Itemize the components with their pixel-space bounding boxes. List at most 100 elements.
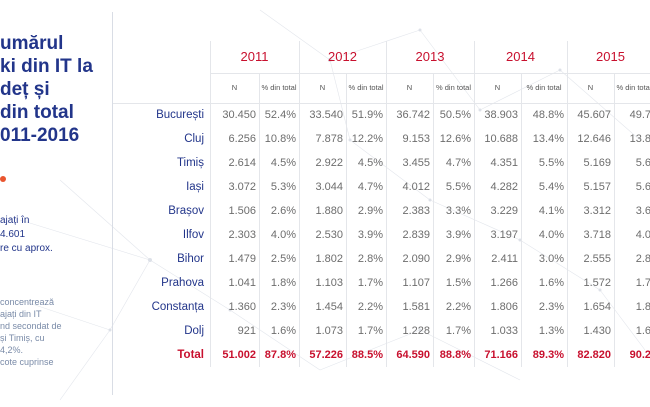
employees-count: 45.607 [577,109,611,121]
employees-count: 4.282 [490,181,518,193]
employees-count: 2.922 [315,157,343,169]
county-label: Timiș [176,157,204,169]
employees-count: 1.880 [315,205,343,217]
note-line: 4,2%. [0,345,24,355]
share-of-total: 1.3% [538,325,564,337]
employees-count: 1.806 [490,301,518,313]
share-of-total: 88.8% [439,349,471,361]
county-label: Cluj [184,133,204,145]
column-header-n: N [231,82,238,92]
column-header-n: N [406,82,413,92]
share-of-total: 2.8 [635,253,650,265]
share-of-total: 5.6 [635,181,650,193]
county-label: Ilfov [182,229,204,241]
county-label: Dolj [184,325,204,337]
employees-count: 2.383 [402,205,430,217]
share-of-total: 4.5% [270,157,296,169]
employees-count: 1.581 [402,301,430,313]
employees-count: 1.654 [583,301,611,313]
employees-count: 3.072 [228,181,256,193]
share-of-total: 3.6 [635,205,650,217]
employees-count: 36.742 [396,109,430,121]
employees-count: 10.688 [484,133,518,145]
share-of-total: 12.2% [351,133,383,145]
share-of-total: 5.4% [538,181,564,193]
employees-count: 5.157 [583,181,611,193]
share-of-total: 2.5% [270,253,296,265]
employees-count: 3.229 [490,205,518,217]
county-label: Prahova [161,277,204,289]
share-of-total: 4.0 [635,229,650,241]
table-row: Prahova 1.041 1.8% 1.103 1.7% 1.107 1.5% 1.266 1… [113,271,650,295]
employees-count: 1.228 [402,325,430,337]
employees-count: 921 [237,325,256,337]
column-header-percent: % din total [616,82,650,92]
employees-count: 57.226 [309,349,343,361]
slide-title-line: ki din IT la [0,56,93,77]
employees-count: 2.614 [228,157,256,169]
table-row: Cluj 6.256 10.8% 7.878 12.2% 9.153 12.6% 10.688… [113,127,650,151]
share-of-total: 2.8% [357,253,383,265]
employees-count: 6.256 [228,133,256,145]
column-header-percent: % din total [435,82,472,92]
table-row: București 30.450 52.4% 33.540 51.9% 36.742 50.… [113,103,650,127]
share-of-total: 4.7% [357,181,383,193]
employees-count: 82.820 [577,349,611,361]
employees-count: 1.479 [228,253,256,265]
employees-count: 1.073 [315,325,343,337]
share-of-total: 12.6% [439,133,471,145]
header-divider [210,73,650,74]
share-of-total: 1.7% [357,325,383,337]
county-label: Bihor [177,253,204,265]
employees-count: 33.540 [309,109,343,121]
panel-divider [112,12,113,395]
employees-count: 12.646 [577,133,611,145]
employees-count: 38.903 [484,109,518,121]
employees-count: 2.303 [228,229,256,241]
share-of-total: 4.0% [270,229,296,241]
share-of-total: 51.9% [351,109,383,121]
total-row: Total 51.002 87.8% 57.226 88.5% 64.590 88.8% 71… [113,343,650,367]
employees-count: 3.718 [583,229,611,241]
share-of-total: 1.8 [635,301,650,313]
share-of-total: 90.2 [629,349,650,361]
note-line: și Timiș, cu [0,333,45,343]
county-label: Constanța [151,301,204,313]
share-of-total: 1.6% [538,277,564,289]
share-of-total: 2.2% [445,301,471,313]
employees-count: 4.351 [490,157,518,169]
note-line: ajați în [0,215,30,226]
share-of-total: 1.6% [270,325,296,337]
employees-count: 4.012 [402,181,430,193]
employees-count: 2.411 [491,253,518,265]
employees-count: 2.839 [402,229,430,241]
note-line: re cu aprox. [0,243,53,254]
employees-count: 3.312 [583,205,611,217]
employees-count: 5.169 [583,157,611,169]
employees-count: 3.197 [490,229,518,241]
year-header: 2014 [506,48,535,64]
share-of-total: 5.5% [538,157,564,169]
share-of-total: 3.9% [445,229,471,241]
county-label: Total [177,349,204,361]
share-of-total: 3.9% [357,229,383,241]
year-group-divider [299,41,300,367]
share-of-total: 4.1% [538,205,564,217]
employees-count: 1.802 [315,253,343,265]
employees-count: 30.450 [222,109,256,121]
share-of-total: 3.3% [445,205,471,217]
column-header-percent: % din total [526,82,562,92]
employees-count: 7.878 [315,133,343,145]
year-group-divider [567,41,568,367]
employees-count: 51.002 [222,349,256,361]
share-of-total: 1.8% [270,277,296,289]
table-row: Constanța 1.360 2.3% 1.454 2.2% 1.581 2.2% 1.80… [113,295,650,319]
year-group-divider [210,41,211,367]
note-line: 4.601 [0,229,26,240]
employees-count: 3.455 [402,157,430,169]
slide-title-line: 011-2016 [0,125,80,146]
column-header-percent: % din total [348,82,384,92]
share-of-total: 3.0% [538,253,564,265]
employees-count: 9.153 [402,133,430,145]
